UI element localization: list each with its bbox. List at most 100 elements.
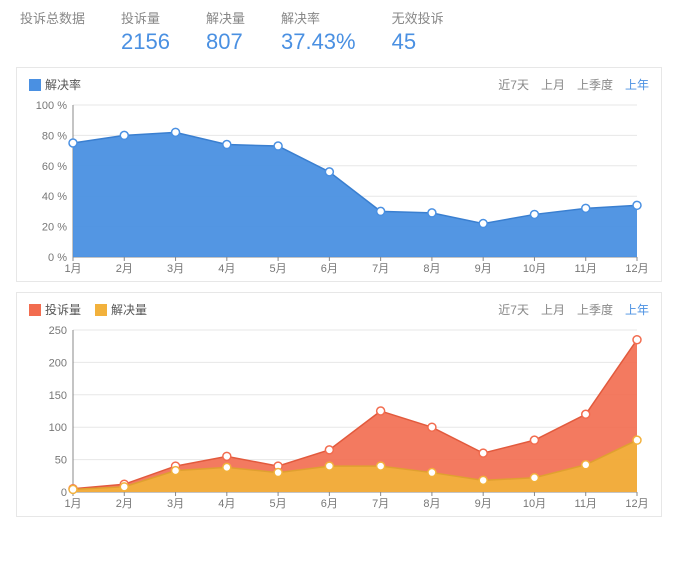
- data-point[interactable]: [325, 446, 333, 454]
- chart1-tabs: 近7天上月上季度上年: [498, 76, 649, 93]
- chart1-svg: 0 %20 %40 %60 %80 %100 %1月2月3月4月5月6月7月8月…: [29, 97, 649, 277]
- legend-label: 解决率: [45, 76, 81, 93]
- svg-text:80 %: 80 %: [42, 130, 67, 142]
- svg-text:3月: 3月: [167, 263, 184, 275]
- time-tab[interactable]: 上月: [541, 76, 565, 93]
- stat-value: 37.43%: [281, 29, 356, 55]
- data-point[interactable]: [582, 204, 590, 212]
- stat-4: 无效投诉45: [392, 8, 444, 55]
- data-point[interactable]: [223, 463, 231, 471]
- time-tab[interactable]: 上季度: [577, 301, 613, 318]
- data-point[interactable]: [633, 436, 641, 444]
- stat-value: 807: [206, 29, 243, 55]
- stat-1: 投诉量 2156: [121, 8, 170, 55]
- data-point[interactable]: [223, 141, 231, 149]
- data-point[interactable]: [325, 168, 333, 176]
- svg-text:40 %: 40 %: [42, 191, 67, 203]
- stats-row: 投诉总数据 投诉量 2156 解决量 807 解决率 37.43% 无效投诉45: [0, 0, 678, 61]
- svg-text:6月: 6月: [321, 263, 338, 275]
- svg-text:12月: 12月: [625, 263, 648, 275]
- chart2-legend: 投诉量解决量: [29, 301, 147, 318]
- svg-text:10月: 10月: [523, 263, 546, 275]
- data-point[interactable]: [582, 410, 590, 418]
- data-point[interactable]: [325, 462, 333, 470]
- data-point[interactable]: [377, 462, 385, 470]
- svg-text:1月: 1月: [64, 498, 81, 510]
- svg-text:100 %: 100 %: [36, 100, 67, 112]
- svg-text:50: 50: [55, 455, 67, 467]
- svg-text:3月: 3月: [167, 498, 184, 510]
- svg-text:2月: 2月: [116, 498, 133, 510]
- stat-label: 无效投诉: [392, 8, 444, 27]
- svg-text:20 %: 20 %: [42, 222, 67, 234]
- svg-text:5月: 5月: [270, 263, 287, 275]
- legend-item: 投诉量: [29, 301, 81, 318]
- svg-text:100: 100: [49, 422, 67, 434]
- data-point[interactable]: [479, 449, 487, 457]
- svg-text:4月: 4月: [218, 263, 235, 275]
- time-tab[interactable]: 上年: [625, 76, 649, 93]
- data-point[interactable]: [69, 139, 77, 147]
- svg-text:9月: 9月: [475, 263, 492, 275]
- stat-label: 解决率: [281, 8, 320, 27]
- svg-text:5月: 5月: [270, 498, 287, 510]
- svg-text:8月: 8月: [423, 263, 440, 275]
- data-point[interactable]: [377, 407, 385, 415]
- svg-text:12月: 12月: [625, 498, 648, 510]
- data-point[interactable]: [582, 461, 590, 469]
- chart1-legend: 解决率: [29, 76, 81, 93]
- stat-2: 解决量 807: [206, 8, 245, 55]
- time-tab[interactable]: 近7天: [498, 76, 529, 93]
- time-tab[interactable]: 上季度: [577, 76, 613, 93]
- data-point[interactable]: [479, 476, 487, 484]
- time-tab[interactable]: 上年: [625, 301, 649, 318]
- svg-text:4月: 4月: [218, 498, 235, 510]
- data-point[interactable]: [530, 210, 538, 218]
- data-point[interactable]: [530, 436, 538, 444]
- stat-3: 解决率 37.43%: [281, 8, 356, 55]
- legend-swatch: [95, 304, 107, 316]
- legend-swatch: [29, 79, 41, 91]
- svg-text:7月: 7月: [372, 498, 389, 510]
- svg-text:200: 200: [49, 357, 67, 369]
- svg-text:11月: 11月: [575, 498, 597, 510]
- data-point[interactable]: [120, 483, 128, 491]
- chart2-tabs: 近7天上月上季度上年: [498, 301, 649, 318]
- time-tab[interactable]: 上月: [541, 301, 565, 318]
- legend-item: 解决率: [29, 76, 81, 93]
- svg-text:60 %: 60 %: [42, 161, 67, 173]
- data-point[interactable]: [172, 128, 180, 136]
- stat-label: 解决量: [206, 8, 245, 27]
- stat-value: 2156: [121, 29, 170, 55]
- data-point[interactable]: [479, 220, 487, 228]
- data-point[interactable]: [428, 423, 436, 431]
- data-point[interactable]: [428, 469, 436, 477]
- data-point[interactable]: [172, 467, 180, 475]
- data-point[interactable]: [633, 201, 641, 209]
- data-point[interactable]: [633, 336, 641, 344]
- stat-label: 投诉总数据: [20, 8, 85, 27]
- chart1-box: 解决率 近7天上月上季度上年 0 %20 %40 %60 %80 %100 %1…: [16, 67, 662, 282]
- data-point[interactable]: [428, 209, 436, 217]
- chart2-svg: 0501001502002501月2月3月4月5月6月7月8月9月10月11月1…: [29, 322, 649, 512]
- time-tab[interactable]: 近7天: [498, 301, 529, 318]
- stat-label: 投诉量: [121, 8, 160, 27]
- svg-text:1月: 1月: [64, 263, 81, 275]
- svg-text:7月: 7月: [372, 263, 389, 275]
- data-point[interactable]: [69, 485, 77, 493]
- data-point[interactable]: [274, 469, 282, 477]
- svg-text:6月: 6月: [321, 498, 338, 510]
- svg-text:150: 150: [49, 390, 67, 402]
- data-point[interactable]: [223, 452, 231, 460]
- svg-text:8月: 8月: [423, 498, 440, 510]
- svg-text:10月: 10月: [523, 498, 546, 510]
- svg-text:2月: 2月: [116, 263, 133, 275]
- data-point[interactable]: [274, 142, 282, 150]
- svg-text:9月: 9月: [475, 498, 492, 510]
- svg-text:250: 250: [49, 325, 67, 337]
- legend-label: 投诉量: [45, 301, 81, 318]
- data-point[interactable]: [530, 474, 538, 482]
- data-point[interactable]: [120, 131, 128, 139]
- chart2-box: 投诉量解决量 近7天上月上季度上年 0501001502002501月2月3月4…: [16, 292, 662, 517]
- data-point[interactable]: [377, 207, 385, 215]
